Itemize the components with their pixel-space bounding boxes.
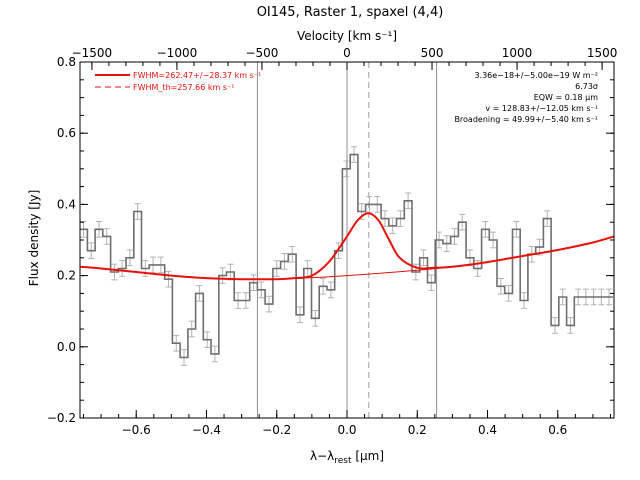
- top-axis-label: Velocity [km s⁻¹]: [297, 29, 397, 43]
- y-tick-label-5: 0.8: [57, 55, 76, 69]
- x-tick-label-0: −0.6: [122, 423, 151, 437]
- x-axis-label-unit: [μm]: [352, 449, 385, 463]
- x-tick-label-2: −0.2: [262, 423, 291, 437]
- y-tick-label-1: 0.0: [57, 340, 76, 354]
- fit-line: [79, 212, 615, 281]
- y-tick-label-0: −0.2: [47, 411, 76, 425]
- x-tick-label-4: 0.2: [408, 423, 427, 437]
- y-tick-label-3: 0.4: [57, 197, 76, 211]
- data-step-line: [80, 153, 613, 359]
- x-tick-label-6: 0.6: [548, 423, 567, 437]
- annotation-velocity: v = 128.83+/−12.05 km s⁻¹: [485, 104, 598, 113]
- x-axis-label-main: λ−λ: [310, 449, 334, 463]
- annotation-sigma: 6.73σ: [575, 82, 598, 91]
- legend-label-fwhm: FWHM=262.47+/−28.37 km s⁻¹: [133, 71, 261, 80]
- top-tick-label-0: −1500: [72, 46, 113, 60]
- y-tick-label-4: 0.6: [57, 126, 76, 140]
- top-tick-label-1: −1000: [157, 46, 198, 60]
- y-tick-label-2: 0.2: [57, 269, 76, 283]
- legend-label-fwhm-th: FWHM_th=257.66 km s⁻¹: [133, 83, 234, 92]
- chart-title: OI145, Raster 1, spaxel (4,4): [257, 5, 444, 20]
- top-tick-label-2: −500: [245, 46, 278, 60]
- y-axis-label: Flux density [Jy]: [27, 190, 41, 287]
- x-axis-label-sub: rest: [334, 456, 352, 466]
- x-tick-label-3: 0.0: [337, 423, 356, 437]
- legend: FWHM=262.47+/−28.37 km s⁻¹ FWHM_th=257.6…: [95, 71, 261, 92]
- annotation-eqw: EQW = 0.18 μm: [534, 93, 598, 102]
- top-tick-label-4: 500: [421, 46, 444, 60]
- annotation-flux: 3.36e−18+/−5.00e−19 W m⁻²: [474, 71, 598, 80]
- top-tick-label-5: 1000: [502, 46, 533, 60]
- top-tick-label-6: 1500: [587, 46, 618, 60]
- x-axis-label: λ−λrest [μm]: [310, 449, 384, 466]
- top-tick-label-3: 0: [343, 46, 351, 60]
- x-tick-label-1: −0.4: [192, 423, 221, 437]
- plot-area: −0.6 −0.4 −0.2 0.0 0.2 0.4 0.6 −1500 −1000 −500 0 5…: [47, 46, 618, 437]
- annotation-broadening: Broadening = 49.99+/−5.40 km s⁻¹: [454, 115, 598, 124]
- annotations: 3.36e−18+/−5.00e−19 W m⁻² 6.73σ EQW = 0.…: [454, 71, 598, 124]
- x-tick-label-5: 0.4: [478, 423, 497, 437]
